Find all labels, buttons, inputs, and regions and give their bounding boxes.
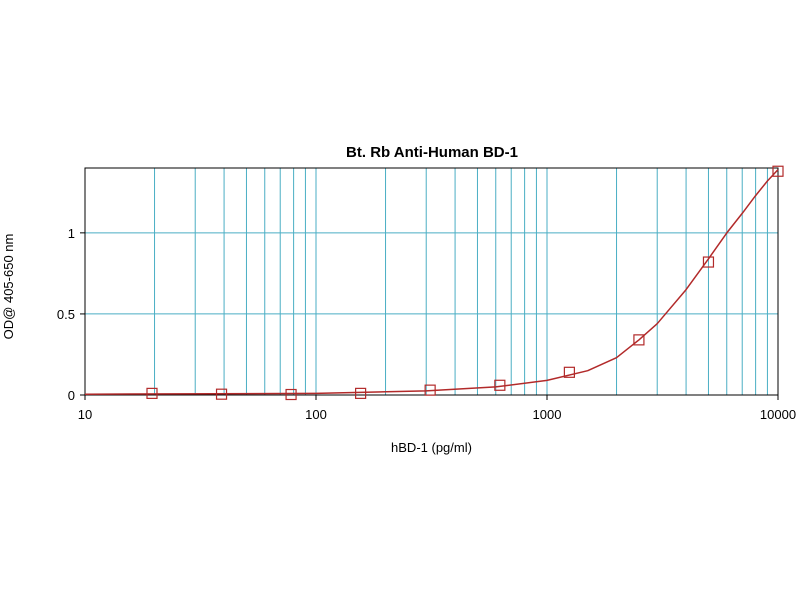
y-tick-label: 0.5 [57, 307, 75, 322]
x-axis-label: hBD-1 (pg/ml) [391, 440, 472, 455]
x-tick-label: 10000 [760, 407, 796, 422]
data-point-marker [633, 334, 645, 346]
x-tick-label: 1000 [533, 407, 562, 422]
data-points [146, 165, 784, 401]
data-point-marker [285, 388, 297, 401]
data-point-marker [494, 379, 506, 391]
data-point-marker [355, 387, 367, 399]
x-tick-label: 10 [78, 407, 92, 422]
fit-curve [84, 169, 779, 395]
data-point-marker [146, 387, 158, 399]
y-tick-label: 0 [68, 388, 75, 403]
y-axis-label: OD@ 405-650 nm [1, 234, 16, 340]
data-point-marker [563, 366, 575, 378]
data-point-marker [772, 165, 784, 177]
chart-title: Bt. Rb Anti-Human BD-1 [346, 144, 518, 161]
data-point-marker [702, 256, 715, 268]
data-point-marker [424, 384, 436, 396]
grid [85, 168, 778, 395]
axis-ticks: 10 100 1000 10000 0 0.5 1 [57, 226, 796, 422]
y-tick-label: 1 [68, 226, 75, 241]
plot-frame [84, 167, 779, 396]
data-point-marker [215, 388, 228, 400]
x-tick-label: 100 [305, 407, 327, 422]
fit-curve-group [84, 169, 779, 395]
